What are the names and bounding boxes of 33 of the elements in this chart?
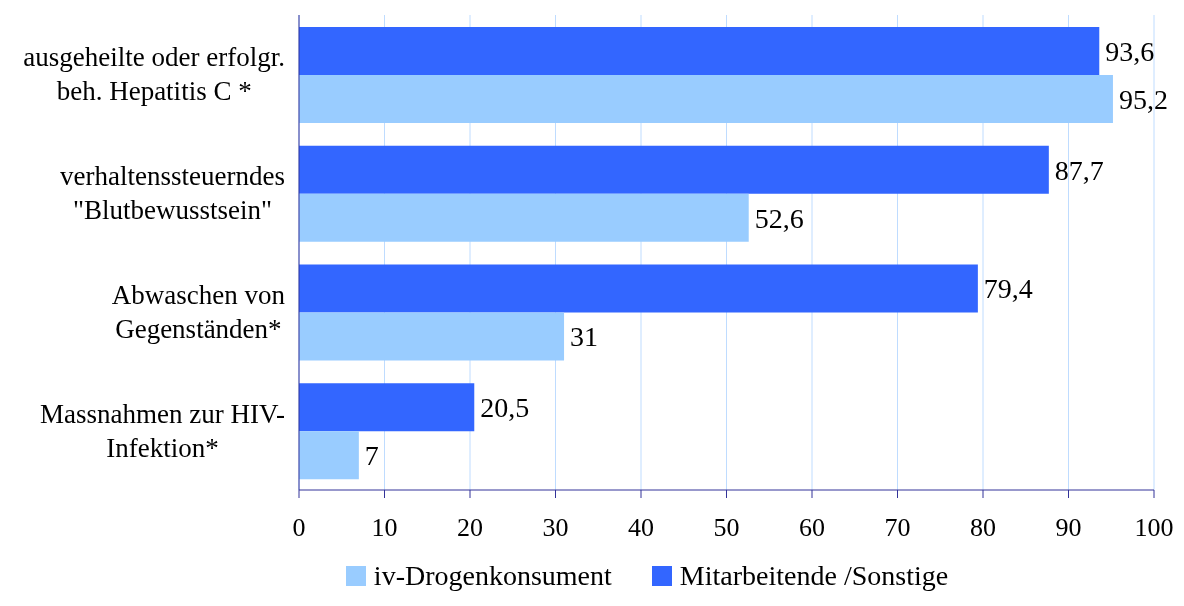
x-tick-label: 30 bbox=[542, 513, 569, 543]
data-label: 79,4 bbox=[983, 273, 1033, 305]
legend-label: iv-Drogenkonsument bbox=[373, 560, 612, 592]
x-tick-label: 0 bbox=[292, 513, 306, 543]
data-label: 31 bbox=[570, 321, 599, 353]
x-tick-label: 10 bbox=[371, 513, 398, 543]
legend-label: Mitarbeitende /Sonstige bbox=[679, 560, 949, 592]
x-tick-label: 60 bbox=[799, 513, 825, 543]
data-label: 93,6 bbox=[1105, 35, 1155, 67]
data-label: 87,7 bbox=[1054, 154, 1104, 186]
bar bbox=[299, 312, 565, 361]
data-label: 20,5 bbox=[480, 392, 530, 424]
x-tick-label: 80 bbox=[970, 513, 996, 543]
data-label: 52,6 bbox=[754, 202, 804, 234]
x-tick-label: 50 bbox=[713, 513, 740, 543]
y-tick-label: verhaltenssteuerndes "Blutbewusstsein" bbox=[60, 160, 285, 228]
bar bbox=[299, 431, 359, 480]
y-tick-label: Abwaschen von Gegenständen* bbox=[111, 278, 285, 346]
bar bbox=[299, 193, 749, 242]
x-tick-label: 90 bbox=[1055, 513, 1082, 543]
bar bbox=[299, 264, 978, 313]
bar bbox=[299, 74, 1113, 123]
y-tick-label: ausgeheilte oder erfolgr. beh. Hepatitis C * bbox=[23, 41, 285, 109]
bar bbox=[299, 383, 475, 432]
data-label: 95,2 bbox=[1118, 83, 1168, 115]
x-tick-label: 20 bbox=[457, 513, 483, 543]
x-tick-label: 100 bbox=[1134, 513, 1174, 543]
x-tick-label: 70 bbox=[884, 513, 911, 543]
y-tick-label: Massnahmen zur HIV- Infektion* bbox=[40, 397, 285, 465]
bar bbox=[299, 145, 1049, 194]
data-label: 7 bbox=[364, 440, 379, 472]
bar bbox=[299, 26, 1100, 75]
x-tick-label: 40 bbox=[628, 513, 654, 543]
